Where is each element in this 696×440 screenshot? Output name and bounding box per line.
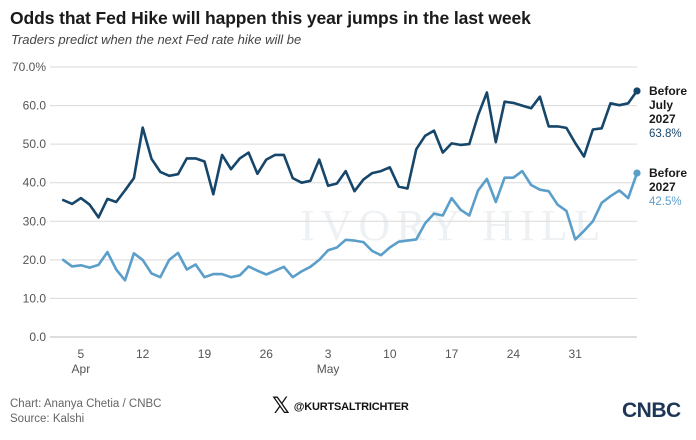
series-label: Before — [649, 166, 687, 180]
x-handle-text: @KURTSALTRICHTER — [293, 401, 409, 413]
series-label: 2027 — [649, 112, 676, 126]
x-tick-label: 31 — [569, 347, 583, 361]
chart-title: Odds that Fed Hike will happen this year… — [10, 8, 531, 28]
y-tick-label: 20.0 — [23, 253, 47, 267]
series-label: 2027 — [649, 180, 676, 194]
y-tick-label: 60.0 — [23, 99, 47, 113]
series-end-point — [633, 87, 641, 95]
x-handle[interactable]: 𝕏 @KURTSALTRICHTER — [272, 396, 409, 418]
y-axis-ticks: 0.0 10.0 20.0 30.0 40.0 50.0 60.0 70.0% — [12, 60, 46, 344]
y-tick-label: 40.0 — [23, 176, 47, 190]
y-tick-label: 10.0 — [23, 291, 47, 305]
x-tick-label: 24 — [507, 347, 521, 361]
y-tick-label: 30.0 — [23, 214, 47, 228]
series-end-point — [633, 169, 641, 177]
cnbc-logo: CNBC — [622, 399, 681, 422]
series-label: July — [649, 98, 673, 112]
x-tick-month-label: Apr — [72, 362, 91, 376]
series-end-value: 42.5% — [649, 196, 682, 208]
series-lines — [61, 87, 641, 282]
x-tick-label: 19 — [198, 347, 212, 361]
x-tick-label: 26 — [260, 347, 274, 361]
x-tick-label: 3 — [325, 347, 332, 361]
series-end-value: 63.8% — [649, 128, 682, 140]
chart-source: Source: Kalshi — [10, 413, 85, 425]
x-tick-label: 12 — [136, 347, 150, 361]
x-tick-label: 5 — [78, 347, 85, 361]
y-tick-label: 0.0 — [29, 330, 46, 344]
x-logo-icon: 𝕏 — [272, 394, 290, 419]
watermark: IVORY HILL — [300, 201, 607, 250]
x-tick-label: 10 — [383, 347, 397, 361]
chart-credit: Chart: Ananya Chetia / CNBC — [10, 398, 162, 410]
x-tick-month-label: May — [317, 362, 340, 376]
y-tick-label: 70.0% — [12, 60, 46, 74]
chart-subtitle: Traders predict when the next Fed rate h… — [11, 32, 302, 47]
gridlines — [50, 66, 637, 338]
y-tick-label: 50.0 — [23, 137, 47, 151]
series-line — [61, 89, 639, 219]
x-tick-label: 17 — [445, 347, 459, 361]
series-label: Before — [649, 84, 687, 98]
series-line — [61, 169, 639, 282]
